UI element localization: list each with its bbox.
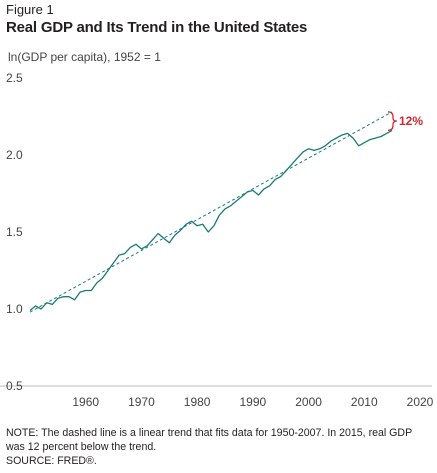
line-chart: 0.5 1.0 1.5 2.0 2.5 1960 1970 1980 1990 2000 2010 2… (0, 71, 434, 409)
source-line: SOURCE: FRED®. (6, 455, 97, 467)
trend-line (29, 111, 393, 313)
gap-annotation-label: 12% (399, 114, 423, 128)
x-tick-label: 2020 (407, 395, 434, 409)
figure-label: Figure 1 (6, 2, 54, 17)
x-tick-label: 1970 (128, 395, 155, 409)
x-tick-label: 2000 (295, 395, 322, 409)
x-tick-label: 1990 (240, 395, 267, 409)
y-tick-label: 2.0 (6, 148, 23, 162)
y-tick-label: 2.5 (6, 71, 23, 85)
x-tick-label: 2010 (351, 395, 378, 409)
y-axis-caption: ln(GDP per capita), 1952 = 1 (8, 50, 161, 64)
chart-note: NOTE: The dashed line is a linear trend … (6, 426, 434, 468)
chart-title: Real GDP and Its Trend in the United Sta… (6, 19, 308, 36)
x-tick-label: 1960 (72, 395, 99, 409)
y-tick-label: 0.5 (6, 379, 23, 393)
x-tick-label: 1980 (184, 395, 211, 409)
gdp-line (29, 129, 393, 312)
y-tick-label: 1.5 (6, 225, 23, 239)
gap-bracket (387, 111, 398, 132)
note-line-2: was 12 percent below the trend. (6, 441, 157, 453)
note-line-1: NOTE: The dashed line is a linear trend … (6, 427, 413, 439)
y-tick-label: 1.0 (6, 302, 23, 316)
